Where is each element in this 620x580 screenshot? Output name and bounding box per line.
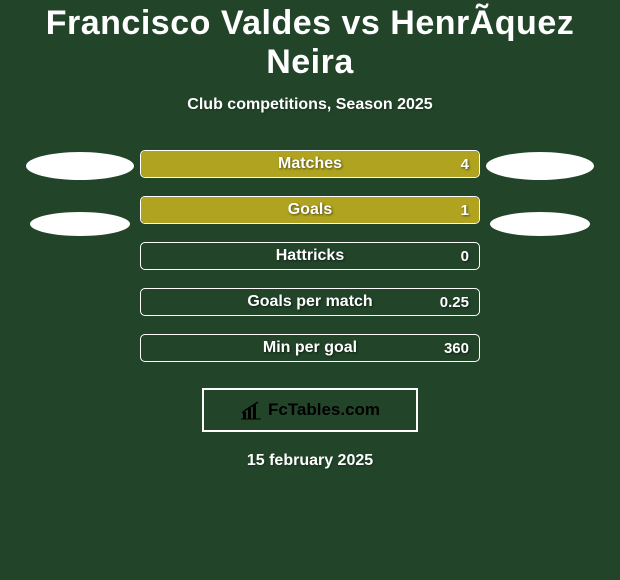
- brand-text: FcTables.com: [268, 400, 380, 420]
- bar-value: 0: [461, 243, 469, 269]
- bar-row-matches: Matches 4: [140, 150, 480, 178]
- right-player-markers: [480, 150, 600, 236]
- bar-fill: [141, 197, 479, 223]
- bar-label: Min per goal: [141, 335, 479, 361]
- bar-value: 0.25: [440, 289, 469, 315]
- bar-label: Hattricks: [141, 243, 479, 269]
- left-player-markers: [20, 150, 140, 236]
- bars-column: Matches 4 Goals 1 Hattricks 0 Goals per …: [140, 150, 480, 362]
- bar-row-hattricks: Hattricks 0: [140, 242, 480, 270]
- bar-row-goals-per-match: Goals per match 0.25: [140, 288, 480, 316]
- brand-box[interactable]: FcTables.com: [202, 388, 418, 432]
- bar-row-goals: Goals 1: [140, 196, 480, 224]
- subtitle: Club competitions, Season 2025: [187, 96, 432, 114]
- bar-row-min-per-goal: Min per goal 360: [140, 334, 480, 362]
- bar-chart-icon: [240, 400, 262, 420]
- infographic-container: Francisco Valdes vs HenrÃ­quez Neira Clu…: [0, 0, 620, 580]
- player1-marker-2: [30, 212, 130, 236]
- player2-marker-2: [490, 212, 590, 236]
- comparison-chart: Matches 4 Goals 1 Hattricks 0 Goals per …: [0, 150, 620, 362]
- player1-marker-1: [26, 152, 134, 180]
- bar-fill: [141, 151, 479, 177]
- bar-label: Goals per match: [141, 289, 479, 315]
- player2-marker-1: [486, 152, 594, 180]
- bar-value: 360: [444, 335, 469, 361]
- datestamp: 15 february 2025: [247, 452, 373, 470]
- page-title: Francisco Valdes vs HenrÃ­quez Neira: [0, 4, 620, 82]
